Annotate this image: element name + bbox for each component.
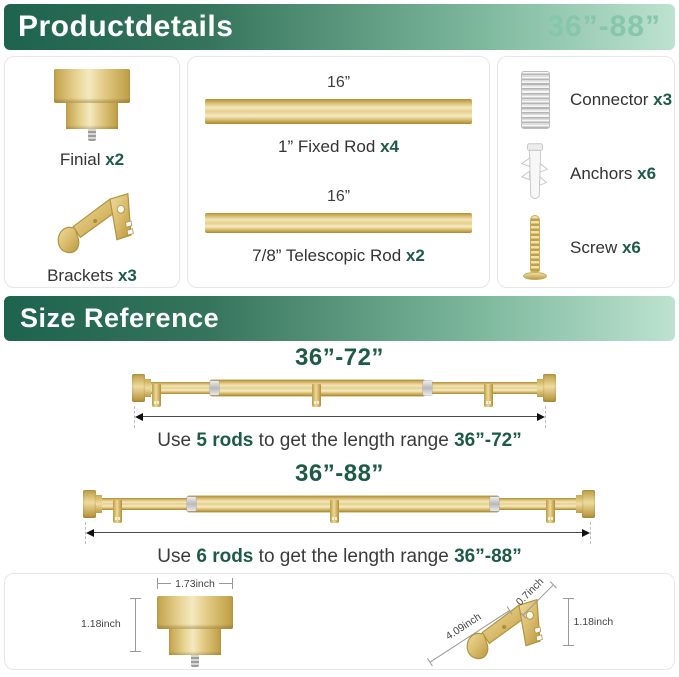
finial-top-shape <box>157 596 233 629</box>
finial-screw-shape <box>88 129 96 141</box>
finial-brackets-panel: Finial x2 Brackets x3 <box>4 56 180 288</box>
rod-count-highlight: 5 rods <box>196 430 254 451</box>
connector-count: x3 <box>653 90 673 109</box>
arrowhead-right-icon <box>582 529 590 537</box>
diagram2-dimension-arrow <box>85 522 591 544</box>
left-neck-shape <box>145 379 151 397</box>
dim-post <box>545 406 546 428</box>
anchors-row: Anchors x6 <box>512 137 674 211</box>
parts-panels: Finial x2 Brackets x3 16” 1” Fixed Rod <box>4 56 675 288</box>
connector-shape <box>490 497 499 511</box>
diagram1-rod <box>132 370 556 407</box>
fixed-rod-image <box>205 99 472 124</box>
diagram1-caption: Use 5 rods to get the length range 36”-7… <box>157 430 522 451</box>
bracket-shape <box>330 500 339 523</box>
finial-height-value: 1.18inch <box>81 618 121 630</box>
bracket-shape <box>484 384 493 407</box>
diagram2-rod <box>83 486 595 523</box>
bracket-dimension-drawing: 4.09inch 0.7inch 1.18inch <box>340 574 675 669</box>
finial-height-dimension <box>130 598 141 652</box>
right-finial-shape <box>543 374 556 402</box>
bracket-shape <box>546 500 555 523</box>
bracket-shape <box>152 384 161 407</box>
connector-shape <box>210 381 219 395</box>
dim-line: 1.73inch <box>158 577 232 590</box>
hardware-panel: Connector x3 Anchors <box>497 56 675 288</box>
finial-base-shape <box>66 103 118 129</box>
telescopic-rod-length: 16” <box>326 188 351 205</box>
page-title: Productdetails <box>18 10 234 43</box>
rod-mid-shape <box>187 496 499 512</box>
size-range-badge: 36”-88” <box>547 10 661 43</box>
connector-icon <box>512 71 558 129</box>
connector-row: Connector x3 <box>512 63 674 137</box>
diagram1-title: 36”-72” <box>295 344 384 371</box>
size-reference-title: Size Reference <box>20 303 220 333</box>
dim-post <box>85 522 86 544</box>
anchors-label: Anchors x6 <box>570 164 657 183</box>
right-neck-shape <box>576 495 582 513</box>
dim-tick <box>232 578 233 589</box>
size-reference-header: Size Reference <box>4 296 675 341</box>
fixed-rod-length: 16” <box>326 74 351 91</box>
finial-label: Finial x2 <box>59 150 125 169</box>
finial-width-dimension: 1.73inch <box>157 577 233 590</box>
right-finial-shape <box>582 490 595 518</box>
brackets-label: Brackets x3 <box>47 266 137 285</box>
screw-row: Screw x6 <box>512 211 674 285</box>
diagram2-caption: Use 6 rods to get the length range 36”-8… <box>157 546 522 567</box>
screw-count: x6 <box>621 238 641 257</box>
arrowhead-right-icon <box>537 413 545 421</box>
range-highlight: 36”-72” <box>454 430 522 451</box>
fixed-rod-label: 1” Fixed Rod x4 <box>278 137 399 156</box>
connector-label: Connector x3 <box>570 90 673 109</box>
screw-icon <box>512 213 558 283</box>
finial-base-shape <box>169 629 221 655</box>
left-finial-shape <box>132 374 145 402</box>
brackets-count: x3 <box>117 266 137 285</box>
dim-tick <box>157 578 158 589</box>
rods-panel: 16” 1” Fixed Rod x4 16” 7/8” Telescopic … <box>187 56 490 288</box>
telescopic-rod-image <box>205 213 472 233</box>
connector-shape <box>187 497 196 511</box>
connector-shape <box>423 381 432 395</box>
bracket-height-dimension <box>562 598 574 646</box>
diagram1-dimension-arrow <box>134 406 546 428</box>
dim-post <box>134 406 135 428</box>
right-neck-shape <box>537 379 543 397</box>
anchor-icon <box>512 142 558 206</box>
finial-count: x2 <box>105 150 125 169</box>
left-finial-shape <box>83 490 96 518</box>
rod-count-highlight: 6 rods <box>196 546 254 567</box>
bracket-icon <box>57 192 134 254</box>
left-neck-shape <box>96 495 102 513</box>
arrowhead-left-icon <box>135 413 143 421</box>
bracket-shape <box>113 500 122 523</box>
bracket-height-value: 1.18inch <box>573 616 614 628</box>
range-highlight: 36”-88” <box>454 546 522 567</box>
dim-post <box>590 522 591 544</box>
dimension-panel: 1.73inch 1.18inch 4.09inch <box>4 573 675 670</box>
telescopic-rod-count: x2 <box>405 246 425 265</box>
dim-line <box>93 532 583 533</box>
finial-top-shape <box>54 69 130 103</box>
bracket-shape <box>312 384 321 407</box>
product-details-header: Productdetails 36”-88” <box>4 4 675 50</box>
anchors-count: x6 <box>637 164 657 183</box>
telescopic-rod-label: 7/8” Telescopic Rod x2 <box>252 246 425 265</box>
dim-line <box>142 416 538 417</box>
diagram2-title: 36”-88” <box>295 460 384 487</box>
finial-dimension-drawing: 1.73inch 1.18inch <box>5 574 340 669</box>
finial-screw-shape <box>191 655 199 667</box>
finial-width-value: 1.73inch <box>171 577 219 590</box>
screw-label: Screw x6 <box>570 238 641 257</box>
finial-image <box>54 69 130 141</box>
fixed-rod-count: x4 <box>380 137 399 156</box>
arrowhead-left-icon <box>86 529 94 537</box>
